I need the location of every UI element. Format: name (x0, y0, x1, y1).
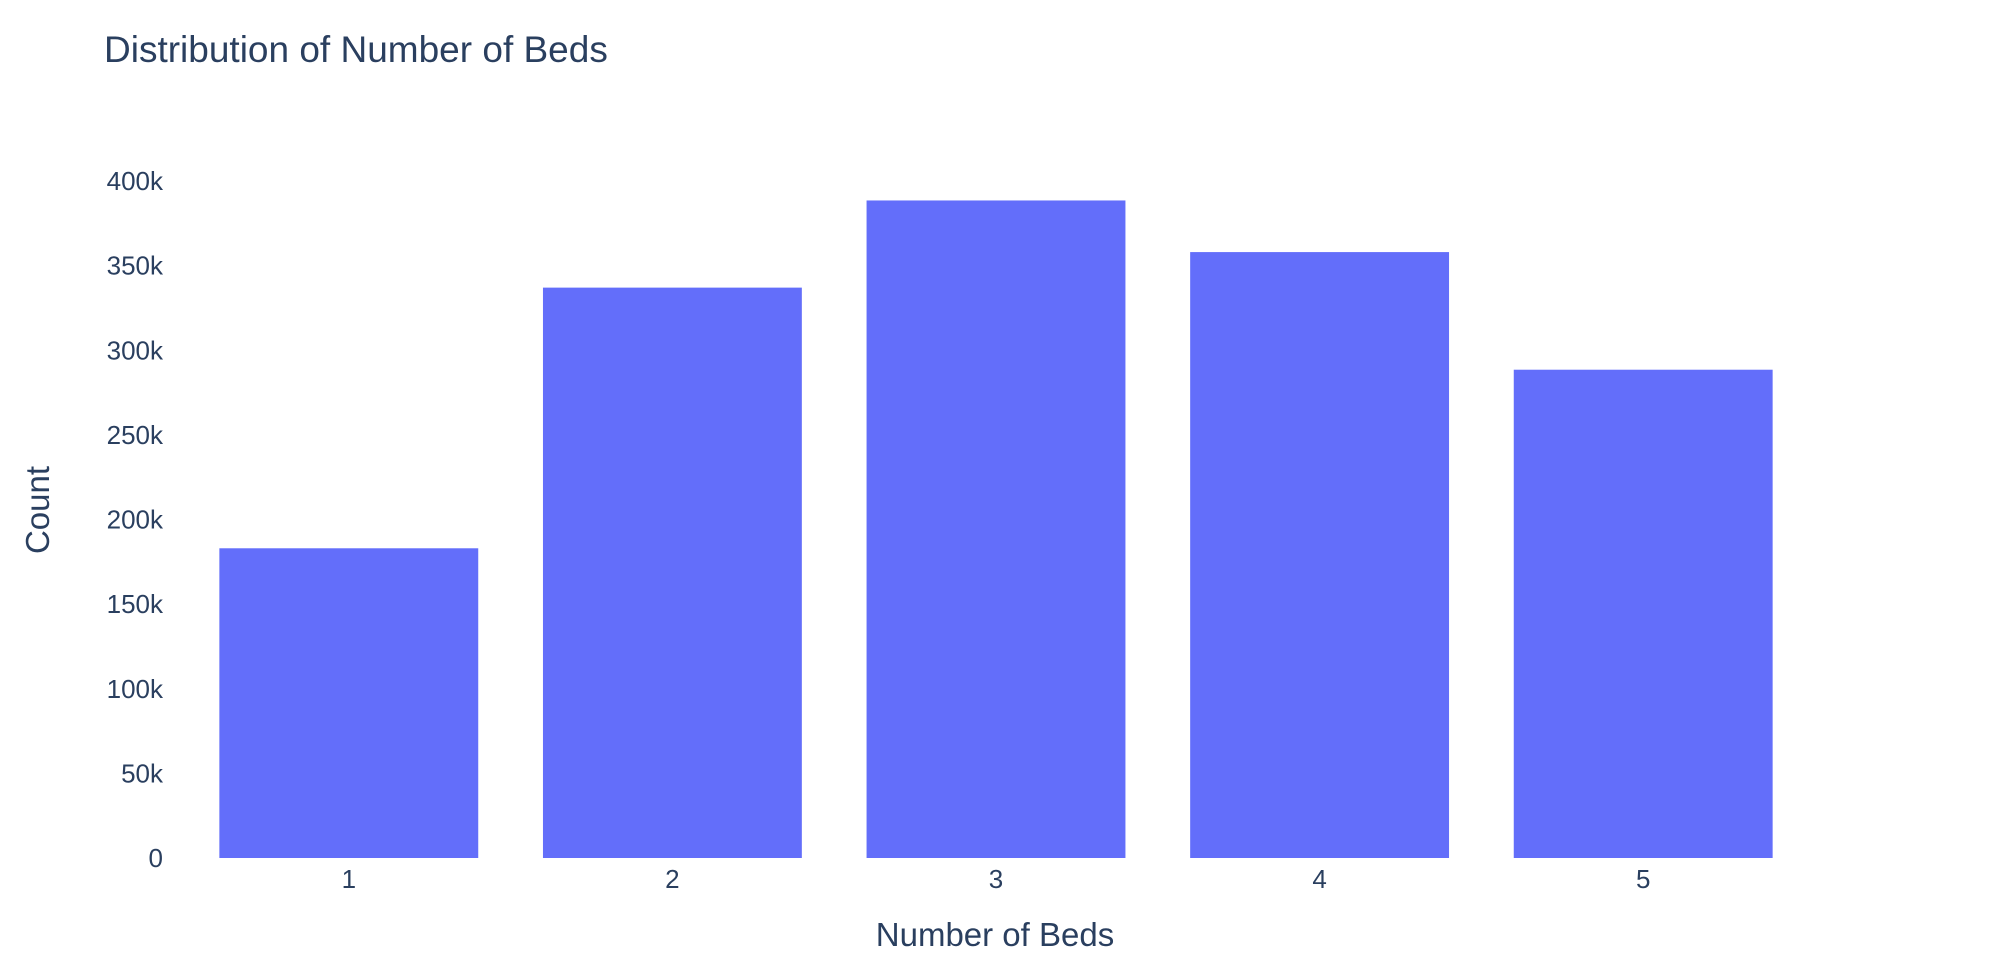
x-tick-label: 3 (989, 864, 1003, 894)
y-tick-label: 100k (107, 674, 164, 704)
bar-2[interactable] (542, 287, 802, 858)
y-tick-label: 200k (107, 505, 164, 535)
x-tick-label: 2 (665, 864, 679, 894)
y-tick-label: 350k (107, 251, 164, 281)
bars (219, 200, 1773, 858)
bar-5[interactable] (1513, 369, 1773, 858)
y-tick-label: 50k (121, 758, 164, 788)
x-axis-ticks: 1 2 3 4 5 (342, 864, 1651, 894)
bar-1[interactable] (219, 548, 479, 858)
chart-title: Distribution of Number of Beds (104, 29, 608, 70)
bar-4[interactable] (1190, 252, 1450, 858)
y-tick-label: 250k (107, 420, 164, 450)
bar-3[interactable] (866, 200, 1126, 858)
y-axis-ticks: 0 50k 100k 150k 200k 250k 300k 350k 400k (107, 166, 164, 873)
y-tick-label: 0 (149, 843, 163, 873)
y-tick-label: 300k (107, 335, 164, 365)
y-tick-label: 150k (107, 589, 164, 619)
x-tick-label: 4 (1312, 864, 1326, 894)
y-tick-label: 400k (107, 166, 164, 196)
x-tick-label: 1 (342, 864, 356, 894)
x-tick-label: 5 (1636, 864, 1650, 894)
x-axis-title: Number of Beds (876, 916, 1114, 953)
y-axis-title: Count (19, 466, 56, 554)
